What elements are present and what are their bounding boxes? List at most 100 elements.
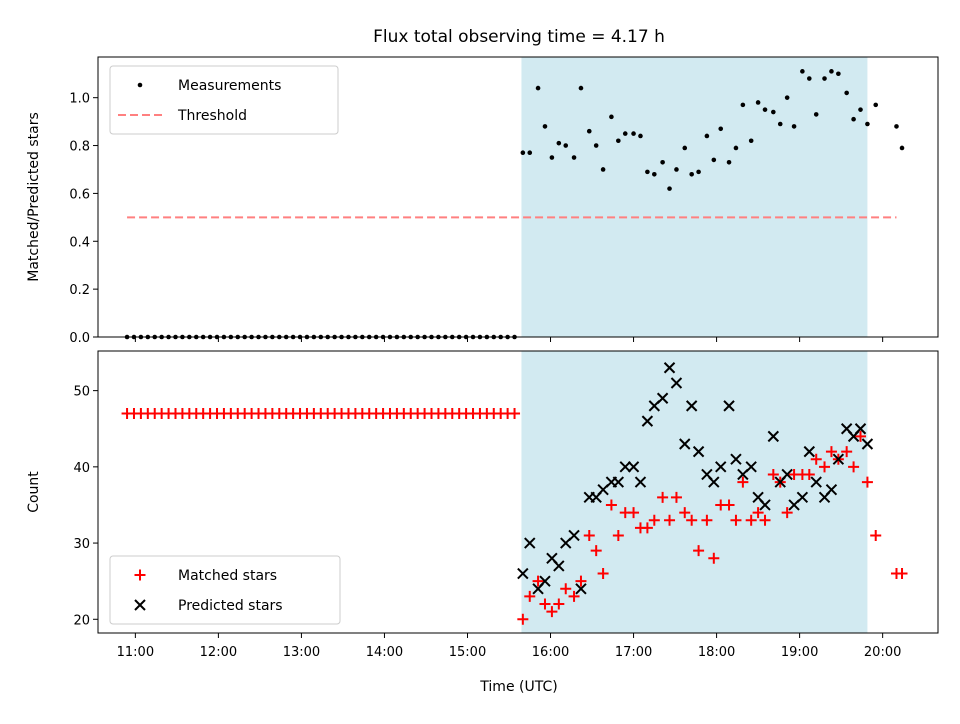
y-tick-label: 0.6 <box>69 187 90 202</box>
data-point <box>715 461 727 473</box>
data-point <box>819 461 831 473</box>
x-axis-label: Time (UTC) <box>479 679 557 695</box>
data-point <box>752 507 764 519</box>
data-point <box>667 186 672 191</box>
data-point <box>612 476 625 488</box>
observing-interval-shade <box>521 351 868 633</box>
data-point <box>670 377 683 389</box>
x-tick-label: 15:00 <box>449 645 486 660</box>
data-point <box>832 453 845 465</box>
data-point <box>730 514 742 526</box>
y-axis-label: Matched/Predicted stars <box>26 112 42 282</box>
data-point <box>767 430 780 443</box>
data-point <box>674 167 679 172</box>
data-point <box>622 131 628 136</box>
data-point <box>628 507 640 519</box>
data-point <box>563 143 569 148</box>
data-point <box>723 499 735 511</box>
data-point <box>616 138 621 144</box>
data-point <box>560 583 572 595</box>
data-point <box>656 392 669 404</box>
data-point <box>509 407 521 419</box>
data-point <box>600 167 606 172</box>
data-point <box>619 461 631 473</box>
data-point <box>836 71 841 77</box>
y-tick-label: 1.0 <box>69 92 90 107</box>
x-tick-label: 13:00 <box>283 645 320 660</box>
data-point <box>861 476 873 488</box>
y-tick-label: 50 <box>73 385 90 400</box>
data-point <box>535 85 541 91</box>
data-point <box>527 150 533 156</box>
data-point <box>822 76 827 81</box>
data-point <box>641 522 653 534</box>
data-point <box>803 468 815 480</box>
data-point <box>894 124 899 129</box>
data-point <box>771 109 776 115</box>
data-point <box>829 69 834 74</box>
data-point <box>759 514 771 526</box>
legend-swatch <box>134 569 146 581</box>
data-point <box>781 468 793 481</box>
data-point <box>762 107 768 112</box>
data-point <box>556 140 562 146</box>
data-point <box>578 85 584 91</box>
data-point <box>586 128 592 134</box>
data-point <box>733 145 739 151</box>
data-point <box>848 461 860 473</box>
data-point <box>664 514 676 526</box>
data-point <box>638 133 643 139</box>
data-point <box>726 159 732 165</box>
data-point <box>873 102 879 108</box>
data-point <box>803 445 816 458</box>
x-tick-label: 19:00 <box>781 645 818 660</box>
data-point <box>634 476 647 488</box>
data-point <box>807 76 812 81</box>
x-tick-label: 16:00 <box>532 645 569 660</box>
data-point <box>517 613 529 625</box>
data-point <box>810 453 822 465</box>
data-point <box>685 400 698 412</box>
legend-box <box>109 65 339 135</box>
data-point <box>854 423 867 435</box>
data-point <box>791 124 797 129</box>
series-predicted-stars <box>517 362 874 595</box>
y-axis-label: Count <box>26 471 42 513</box>
data-point <box>701 514 713 526</box>
data-point <box>855 430 867 442</box>
legend: Measurements Threshold <box>109 65 339 135</box>
y-tick-label: 40 <box>73 461 90 476</box>
data-point <box>748 138 754 144</box>
data-point <box>568 590 580 602</box>
x-tick-label: 14:00 <box>366 645 403 660</box>
data-point <box>899 145 905 151</box>
data-point <box>737 476 749 488</box>
data-point <box>858 107 863 112</box>
data-point <box>648 514 660 526</box>
data-point <box>692 445 705 458</box>
data-point <box>652 171 657 177</box>
data-point <box>657 491 669 503</box>
data-point <box>686 514 698 526</box>
series-matched-stars <box>121 407 908 625</box>
data-point <box>723 400 735 412</box>
y-tick-label: 30 <box>73 537 90 552</box>
data-point <box>549 155 555 160</box>
data-point <box>865 121 870 127</box>
plot-frame <box>97 350 939 634</box>
data-point <box>575 583 587 595</box>
panel-count: 20 30 40 50 11:00 12:00 13:00 14:00 15:00 16:00 17… <box>26 350 939 660</box>
legend-swatch <box>134 599 146 611</box>
legend-label: Threshold <box>177 108 247 124</box>
legend: Matched stars Predicted stars <box>109 555 341 625</box>
data-point <box>539 575 551 587</box>
data-point <box>810 476 822 488</box>
data-point <box>696 169 701 175</box>
data-point <box>870 529 882 541</box>
data-point <box>546 606 558 618</box>
y-tick-label: 0.4 <box>69 235 90 250</box>
data-point <box>520 150 526 156</box>
data-point <box>896 568 908 580</box>
x-tick-label: 12:00 <box>200 645 237 660</box>
data-point <box>571 155 577 160</box>
